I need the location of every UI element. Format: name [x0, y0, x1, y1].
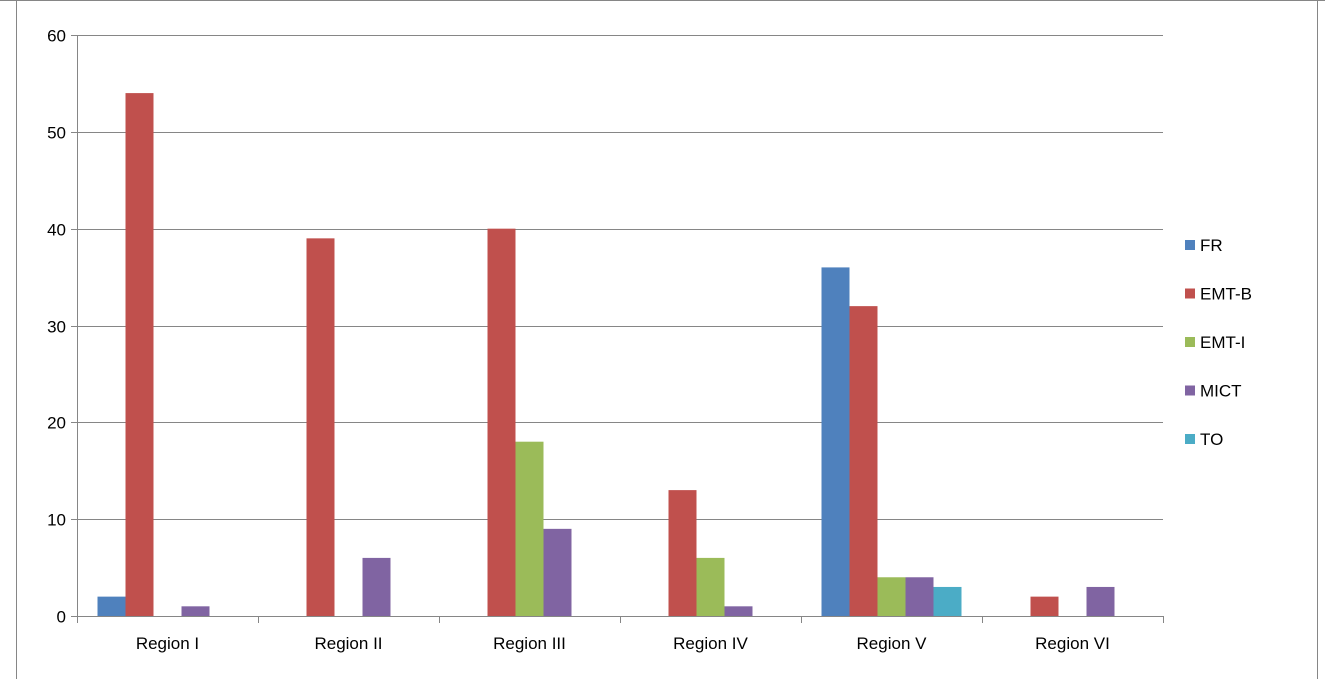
legend-label-emt-b: EMT-B — [1200, 285, 1252, 304]
bar-fr-region-i — [97, 596, 126, 616]
gridlines — [77, 35, 1163, 520]
legend-label-mict: MICT — [1200, 382, 1242, 401]
x-tick-label-region-ii: Region II — [314, 634, 382, 653]
legend-swatch-fr — [1185, 240, 1195, 250]
bar-mict-region-i — [181, 606, 210, 616]
y-tick-label-50: 50 — [47, 124, 66, 143]
y-tick-label-0: 0 — [57, 608, 66, 627]
y-tick-label-20: 20 — [47, 414, 66, 433]
bar-mict-region-ii — [362, 557, 391, 616]
legend-swatch-mict — [1185, 385, 1195, 396]
x-tick-label-region-iv: Region IV — [673, 634, 748, 653]
x-tick-label-region-i: Region I — [136, 634, 199, 653]
x-tick-label-region-iii: Region III — [493, 634, 566, 653]
bar-emt-b-region-ii — [306, 238, 335, 616]
bar-mict-region-vi — [1086, 586, 1115, 616]
legend-swatch-emt-b — [1185, 288, 1195, 299]
y-tick-label-30: 30 — [47, 318, 66, 337]
x-tick-label-region-v: Region V — [857, 634, 928, 653]
bar-emt-b-region-i — [125, 93, 154, 617]
axes: 0 10 20 30 40 50 60 Region I Region II Region III… — [47, 27, 1164, 653]
bar-emt-i-region-iv — [696, 557, 725, 616]
bars — [97, 93, 1115, 617]
y-tick-label-40: 40 — [47, 221, 66, 240]
bar-emt-b-region-iii — [487, 228, 516, 616]
legend-swatch-emt-i — [1185, 337, 1195, 347]
bar-to-region-v — [933, 586, 962, 616]
bar-mict-region-iv — [724, 606, 753, 616]
legend-label-fr: FR — [1200, 236, 1223, 255]
x-tick-label-region-vi: Region VI — [1035, 634, 1110, 653]
legend-label-emt-i: EMT-I — [1200, 333, 1245, 352]
y-tick-label-10: 10 — [47, 511, 66, 530]
bar-mict-region-v — [905, 577, 934, 616]
bar-emt-b-region-iv — [668, 490, 697, 616]
bar-fr-region-v — [821, 267, 850, 616]
legend-swatch-to — [1185, 434, 1195, 444]
bar-emt-b-region-v — [849, 306, 878, 616]
bar-emt-i-region-iii — [515, 441, 544, 616]
legend-label-to: TO — [1200, 430, 1223, 449]
y-tick-label-60: 60 — [47, 27, 66, 46]
bar-mict-region-iii — [543, 528, 572, 616]
legend: FR EMT-B EMT-I MICT TO — [1185, 236, 1252, 449]
bar-emt-b-region-vi — [1030, 596, 1059, 616]
bar-emt-i-region-v — [877, 577, 906, 616]
